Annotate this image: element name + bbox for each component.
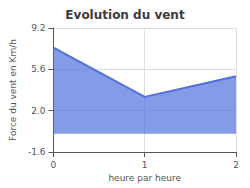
svg-text:Force du vent en Km/h: Force du vent en Km/h [8,39,18,141]
svg-text:5.6: 5.6 [31,64,46,74]
svg-text:1: 1 [142,160,148,170]
svg-text:9.2: 9.2 [31,23,45,33]
svg-text:Evolution du vent: Evolution du vent [65,8,185,22]
svg-text:-1.6: -1.6 [28,147,46,157]
svg-text:2: 2 [233,160,239,170]
svg-text:heure par heure: heure par heure [108,173,181,183]
svg-text:2.0: 2.0 [31,106,46,116]
svg-text:0: 0 [51,160,57,170]
